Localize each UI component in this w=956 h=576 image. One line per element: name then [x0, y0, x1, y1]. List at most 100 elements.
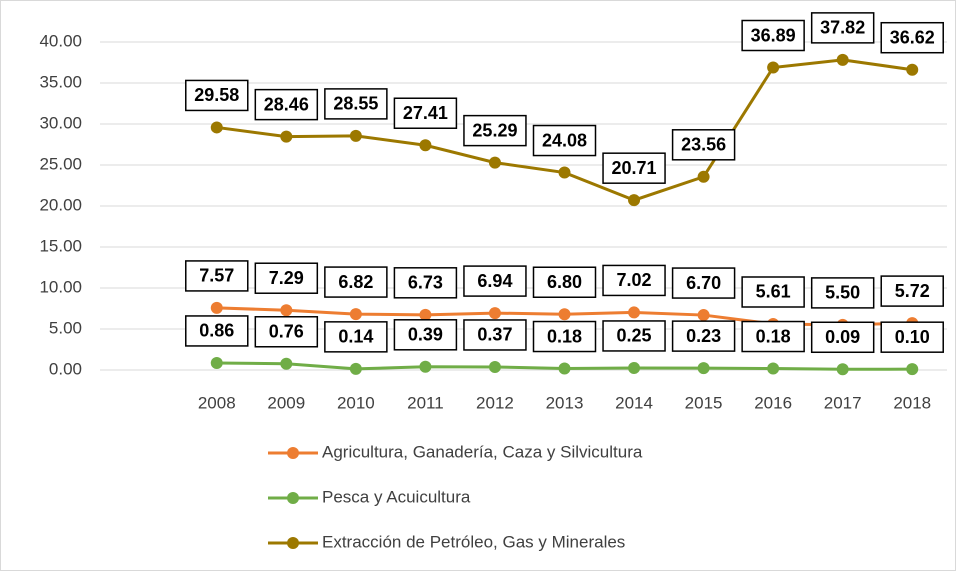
- data-label-box: [463, 265, 527, 297]
- y-tick-label: 35.00: [39, 72, 82, 91]
- x-tick-label: 2013: [546, 393, 584, 412]
- data-point: [836, 363, 849, 376]
- data-label: 36.89: [751, 25, 796, 45]
- data-label-box: [185, 79, 249, 112]
- data-label-box: [254, 88, 319, 121]
- data-label: 0.18: [756, 326, 791, 346]
- y-tick-label: 10.00: [39, 277, 82, 296]
- data-label: 0.86: [199, 321, 234, 341]
- data-label: 7.57: [199, 266, 234, 286]
- data-label: 37.82: [820, 18, 865, 38]
- data-point: [280, 304, 293, 317]
- data-label-box: [185, 315, 249, 347]
- data-point: [419, 139, 432, 152]
- data-label: 6.70: [686, 273, 721, 293]
- data-label: 0.09: [825, 327, 860, 347]
- legend-marker: [287, 492, 299, 504]
- x-tick-label: 2009: [267, 393, 305, 412]
- data-label-box: [324, 88, 388, 120]
- y-tick-label: 25.00: [39, 154, 82, 173]
- data-label-box: [532, 124, 597, 157]
- data-label-box: [810, 12, 875, 44]
- data-label: 20.71: [612, 158, 657, 178]
- data-label: 5.72: [895, 281, 930, 301]
- data-point: [767, 362, 780, 375]
- data-label: 6.73: [408, 273, 443, 293]
- data-label: 5.50: [825, 283, 860, 303]
- data-label-box: [393, 97, 458, 129]
- data-point: [906, 63, 919, 76]
- data-point: [628, 361, 641, 374]
- data-point: [280, 357, 293, 370]
- data-label: 24.08: [542, 130, 587, 150]
- data-label: 27.41: [403, 103, 448, 123]
- data-label: 0.14: [338, 327, 373, 347]
- data-label: 28.46: [264, 94, 309, 114]
- data-label-box: [810, 277, 875, 309]
- data-point: [280, 130, 293, 143]
- y-tick-label: 30.00: [39, 113, 82, 132]
- data-label-box: [880, 275, 944, 307]
- data-label: 0.76: [269, 322, 304, 342]
- data-point: [210, 301, 223, 314]
- data-label-box: [324, 266, 388, 298]
- data-label: 6.80: [547, 272, 582, 292]
- data-label: 7.29: [269, 268, 304, 288]
- data-label-box: [254, 316, 319, 348]
- data-point: [906, 363, 919, 376]
- y-tick-label: 20.00: [39, 195, 82, 214]
- data-point: [558, 166, 571, 179]
- data-label-box: [463, 114, 527, 147]
- x-tick-label: 2016: [754, 393, 792, 412]
- data-point: [419, 360, 432, 373]
- data-label-box: [393, 267, 458, 299]
- data-label: 28.55: [333, 94, 378, 114]
- data-label-box: [463, 319, 527, 351]
- data-point: [628, 194, 641, 207]
- data-label-box: [741, 320, 805, 353]
- data-point: [697, 170, 710, 183]
- data-label: 0.37: [477, 325, 512, 345]
- data-label: 6.94: [477, 271, 512, 291]
- x-tick-label: 2018: [893, 393, 931, 412]
- data-label: 25.29: [472, 120, 517, 140]
- data-point: [488, 156, 501, 169]
- legend-label: Pesca y Acuicultura: [322, 487, 471, 506]
- x-tick-label: 2017: [824, 393, 862, 412]
- x-tick-label: 2012: [476, 393, 514, 412]
- data-label: 0.39: [408, 325, 443, 345]
- x-tick-label: 2008: [198, 393, 236, 412]
- y-tick-label: 15.00: [39, 236, 82, 255]
- x-tick-label: 2015: [685, 393, 723, 412]
- y-tick-label: 5.00: [49, 318, 82, 337]
- data-label-box: [880, 21, 944, 54]
- data-label: 0.25: [617, 326, 652, 346]
- data-point: [488, 360, 501, 373]
- legend-label: Agricultura, Ganadería, Caza y Silvicult…: [322, 442, 643, 461]
- data-point: [349, 362, 362, 375]
- x-tick-label: 2014: [615, 393, 653, 412]
- data-label-box: [671, 129, 736, 161]
- data-label: 6.82: [338, 272, 373, 292]
- data-point: [628, 306, 641, 319]
- data-label-box: [671, 267, 736, 299]
- data-point: [349, 129, 362, 142]
- data-label-box: [393, 319, 458, 351]
- data-label-box: [602, 264, 666, 297]
- x-tick-label: 2010: [337, 393, 375, 412]
- data-label: 0.10: [895, 327, 930, 347]
- data-label: 36.62: [890, 27, 935, 47]
- data-label-box: [741, 276, 805, 308]
- data-point: [767, 61, 780, 74]
- data-label-box: [880, 321, 944, 353]
- data-point: [697, 362, 710, 375]
- data-point: [836, 53, 849, 66]
- data-label-box: [602, 320, 666, 352]
- data-label: 0.23: [686, 326, 721, 346]
- data-label-box: [810, 321, 875, 354]
- data-label-box: [602, 152, 666, 184]
- data-point: [210, 356, 223, 369]
- data-label: 29.58: [194, 85, 239, 105]
- data-point: [558, 362, 571, 375]
- data-label: 5.61: [756, 282, 791, 302]
